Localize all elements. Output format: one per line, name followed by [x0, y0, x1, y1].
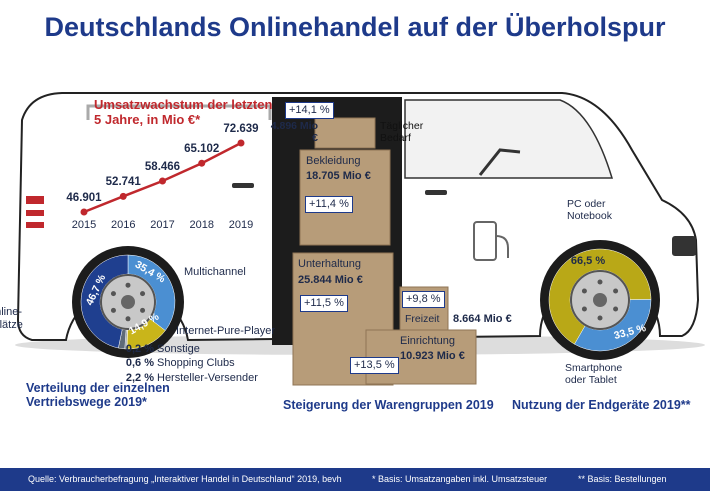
- steering-wheel: [478, 148, 521, 176]
- chart-caption: Verteilung der einzelnen Vertriebswege 2…: [26, 381, 170, 410]
- x-label: 2016: [111, 219, 136, 231]
- wheel-bolt: [125, 316, 131, 322]
- x-label: 2015: [71, 219, 97, 231]
- category-label: Shopping Clubs: [157, 357, 235, 369]
- goods-value: 10.923 Mio €: [400, 350, 465, 362]
- taillight: [26, 196, 44, 228]
- value-label: 0,2 %: [125, 343, 154, 355]
- x-label: 2018: [189, 219, 214, 231]
- wheel-bolt: [140, 291, 146, 297]
- goods-growth: +13,5 %: [350, 357, 399, 374]
- chart-title: Umsatzwachstum der letzten 5 Jahre, in M…: [94, 97, 273, 127]
- wheel-center: [121, 295, 135, 309]
- category-label: Smartphone oder Tablet: [565, 362, 623, 387]
- value-label: 0,6 %: [125, 357, 154, 369]
- category-label: Online-Marktplätze: [0, 306, 23, 331]
- goods-name: Bekleidung: [306, 155, 361, 167]
- goods-growth: +14,1 %: [285, 102, 334, 119]
- footer-source: Quelle: Verbraucherbefragung „Interaktiv…: [28, 474, 342, 484]
- x-label: 2019: [228, 219, 254, 231]
- wheel-bolt: [597, 315, 603, 321]
- taillight-stripe: [26, 204, 44, 210]
- footer-note: * Basis: Umsatzangaben inkl. Umsatzsteue…: [372, 474, 548, 484]
- door-handle: [232, 183, 254, 188]
- charger-icon: [473, 221, 497, 261]
- goods-value: 25.844 Mio €: [298, 274, 363, 286]
- x-label: 2017: [150, 219, 175, 231]
- wheel-bolt: [110, 291, 116, 297]
- headlight: [672, 236, 696, 256]
- footer-note: ** Basis: Bestellungen: [578, 474, 667, 484]
- point: [198, 159, 206, 167]
- data-label: 52.741: [105, 176, 141, 189]
- wheel-bolt: [110, 307, 116, 313]
- wheel-bolt: [581, 288, 587, 294]
- data-label: 58.466: [144, 160, 181, 173]
- wheel-center: [593, 293, 607, 307]
- goods-value: 18.705 Mio €: [306, 170, 371, 182]
- goods-growth: +11,5 %: [300, 295, 348, 312]
- goods-caption: Steigerung der Warengruppen 2019: [283, 398, 494, 412]
- chart-bracket: [86, 104, 272, 120]
- category-label: PC oder Notebook: [567, 198, 612, 223]
- category-label: Sonstige: [157, 343, 200, 355]
- point: [80, 208, 88, 216]
- goods-growth: +9,8 %: [402, 291, 445, 308]
- point: [237, 139, 245, 147]
- data-label: 46.901: [66, 192, 102, 204]
- footer-bar: [0, 468, 710, 491]
- data-label: 65.102: [184, 143, 220, 156]
- point: [119, 192, 127, 200]
- wheel-bolt: [597, 279, 603, 285]
- chart-caption: Nutzung der Endgeräte 2019**: [512, 398, 691, 412]
- goods-name: Täglicher Bedarf: [380, 120, 424, 145]
- goods-value: 4.896 Mio €: [270, 120, 318, 145]
- category-label: Internet-Pure-Player: [176, 325, 276, 337]
- value-label: 66,5 %: [570, 255, 606, 267]
- van-window: [404, 99, 614, 179]
- wheel-bolt: [613, 288, 619, 294]
- taillight-stripe: [26, 216, 44, 222]
- goods-box: [314, 117, 376, 149]
- wheel-bolt: [140, 307, 146, 313]
- goods-name: Einrichtung: [400, 335, 456, 347]
- goods-value: 8.664 Mio €: [453, 313, 512, 325]
- wheel-bolt: [125, 282, 131, 288]
- charger-cable: [495, 235, 509, 258]
- goods-name: Unterhaltung: [298, 258, 361, 270]
- door-handle: [425, 190, 447, 195]
- category-label: Multichannel: [184, 266, 246, 278]
- wheel-bolt: [613, 306, 619, 312]
- page-title: Deutschlands Onlinehandel auf der Überho…: [44, 12, 666, 42]
- goods-name: Freizeit: [405, 313, 440, 325]
- point: [159, 177, 166, 185]
- data-label: 72.639: [223, 123, 259, 135]
- goods-growth: +11,4 %: [305, 196, 353, 213]
- category-label: Hersteller-Versender: [157, 372, 258, 384]
- value-label: 2,2 %: [125, 372, 154, 384]
- wheel-bolt: [581, 306, 587, 312]
